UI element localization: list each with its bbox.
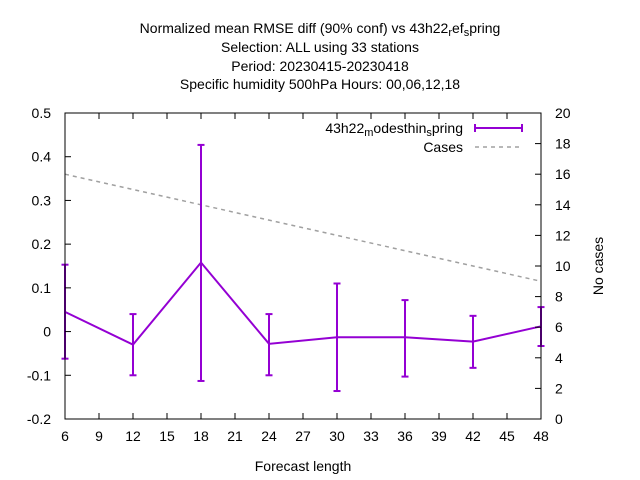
rmse-diff-line (64, 260, 542, 346)
plot-frame (64, 112, 542, 420)
y2-tick-label: 16 (555, 166, 571, 182)
x-tick-labels: 6 9 12 15 18 21 24 27 30 33 36 39 42 45 48 (61, 428, 549, 444)
y2-axis-label: No cases (590, 237, 606, 295)
x-tick-label: 15 (159, 428, 175, 444)
x-tick-label: 45 (499, 428, 515, 444)
title-line-4: Specific humidity 500hPa Hours: 00,06,12… (180, 76, 460, 92)
legend-label-cases: Cases (423, 139, 463, 155)
x-tick-label: 27 (295, 428, 311, 444)
y2-tick-label: 20 (555, 105, 571, 121)
x-tick-label: 24 (261, 428, 277, 444)
y2-tick-label: 10 (555, 258, 571, 274)
x-tick-label: 6 (61, 428, 69, 444)
y2-tick-label: 4 (555, 350, 563, 366)
tick-marks (64, 112, 542, 420)
title-part: s (464, 27, 470, 39)
y-tick-label: 0.1 (32, 280, 52, 296)
x-tick-label: 18 (193, 428, 209, 444)
x-tick-label: 12 (125, 428, 141, 444)
x-tick-label: 48 (533, 428, 549, 444)
title-part: Period: 20230415-20230418 (231, 58, 409, 74)
title-line-2: Selection: ALL using 33 stations (221, 39, 419, 55)
x-tick-label: 9 (95, 428, 103, 444)
cases-line (64, 173, 542, 283)
legend-label-part: odesthin (373, 120, 426, 136)
y2-tick-label: 12 (555, 227, 571, 243)
y2-tick-label: 2 (555, 380, 563, 396)
title-line-3: Period: 20230415-20230418 (231, 58, 409, 74)
y-tick-label: -0.1 (27, 367, 51, 383)
y2-tick-label: 18 (555, 136, 571, 152)
rmse-diff-series (61, 143, 545, 393)
chart-title: Normalized mean RMSE diff (90% conf) vs … (140, 20, 501, 92)
title-line-1: Normalized mean RMSE diff (90% conf) vs … (140, 20, 501, 39)
x-tick-label: 39 (431, 428, 447, 444)
legend-label-part: 43h22 (325, 120, 364, 136)
x-axis-label: Forecast length (255, 458, 352, 474)
y-tick-labels: -0.2 -0.1 0 0.1 0.2 0.3 0.4 0.5 (27, 105, 51, 427)
y-tick-label: 0.5 (32, 105, 52, 121)
title-part: Specific humidity 500hPa Hours: 00,06,12… (180, 76, 460, 92)
cases-series (64, 173, 542, 283)
y-tick-label: 0.2 (32, 236, 52, 252)
y-tick-label: 0.4 (32, 149, 52, 165)
x-tick-label: 21 (227, 428, 243, 444)
y-tick-label: 0 (43, 324, 51, 340)
title-part: ef (452, 20, 464, 36)
title-part: Selection: ALL using 33 stations (221, 39, 419, 55)
y2-tick-label: 0 (555, 411, 563, 427)
legend-label-rmse-diff: 43h22modesthinspring (325, 120, 463, 139)
legend-label-part: s (426, 127, 432, 139)
y2-tick-label: 8 (555, 289, 563, 305)
x-tick-label: 42 (465, 428, 481, 444)
title-part: r (448, 27, 452, 39)
y2-tick-label: 6 (555, 319, 563, 335)
x-tick-label: 33 (363, 428, 379, 444)
legend-label-part: pring (432, 120, 463, 136)
x-tick-label: 30 (329, 428, 345, 444)
x-tick-label: 36 (397, 428, 413, 444)
title-part: pring (469, 20, 500, 36)
y2-tick-labels: 0 2 4 6 8 10 12 14 16 18 20 (555, 105, 571, 427)
y-tick-label: 0.3 (32, 192, 52, 208)
y2-tick-label: 14 (555, 197, 571, 213)
legend-label-part: m (364, 127, 373, 139)
title-part: Normalized mean RMSE diff (90% conf) vs … (140, 20, 449, 36)
y-tick-label: -0.2 (27, 411, 51, 427)
